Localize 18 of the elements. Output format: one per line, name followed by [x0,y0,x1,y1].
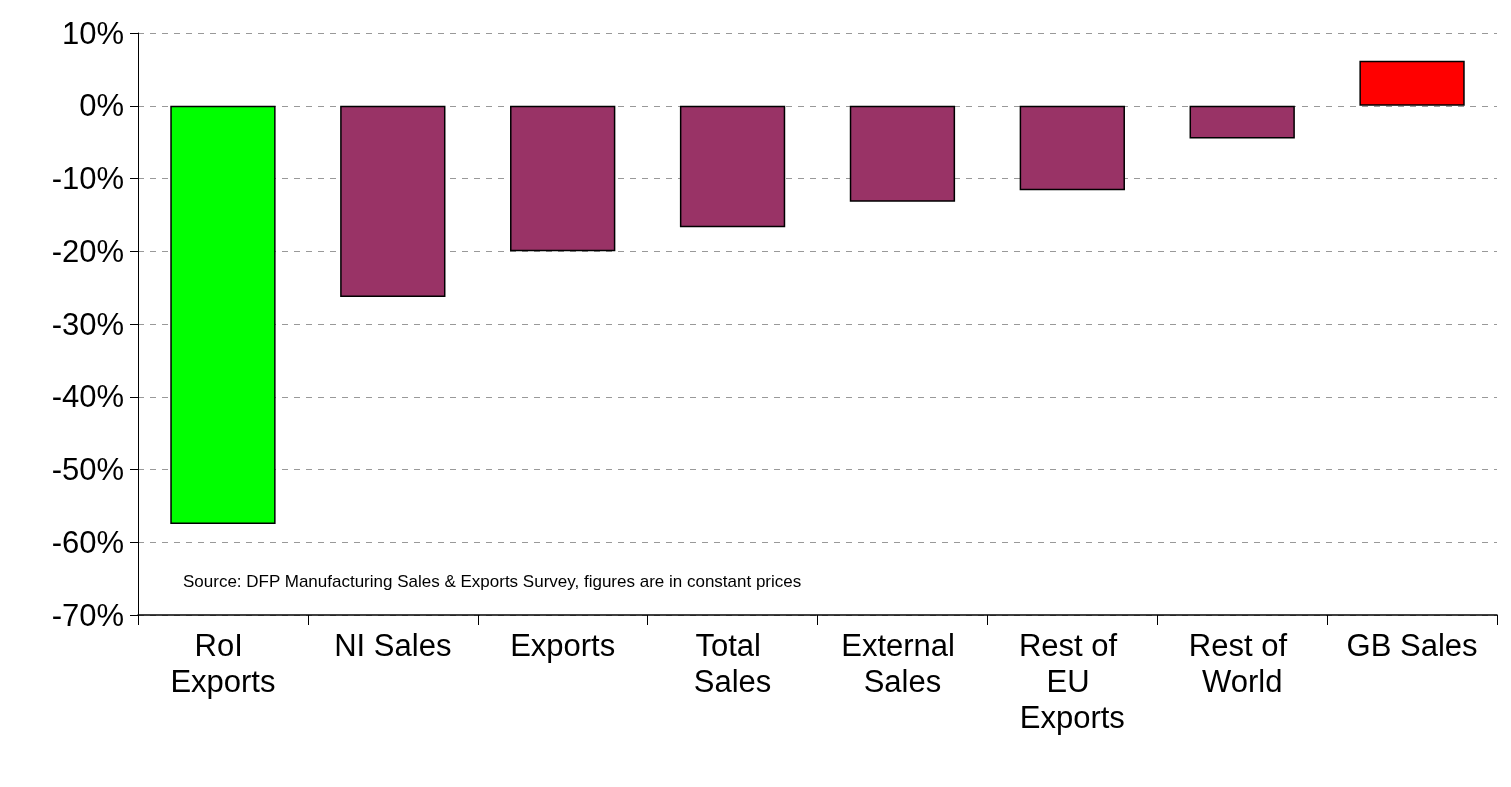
y-tick-label: 0% [79,88,124,124]
x-tick-label: External Sales [841,627,964,699]
y-tick-label: 10% [61,15,124,51]
y-tick-label: -30% [51,306,124,342]
x-tick-label: Rest of EU Exports [1018,627,1126,735]
y-tick-label: -20% [51,233,124,269]
y-tick-label: -50% [51,452,124,487]
y-tick-label: -10% [51,161,124,196]
x-tick-label: Exports [510,627,616,663]
x-tick-label: RoI Exports [170,627,276,699]
annotation: Source: DFP Manufacturing Sales & Exports Survey, figures are in constant prices [183,572,802,591]
x-tick-label: NI Sales [334,627,452,663]
y-tick-label: -70% [51,597,124,633]
x-tick-label: GB Sales [1346,627,1478,663]
x-tick-label: Total Sales [693,627,772,699]
x-tick-label: Rest of World [1188,627,1296,699]
y-tick-label: -40% [51,379,124,415]
y-tick-label: -60% [51,524,124,560]
